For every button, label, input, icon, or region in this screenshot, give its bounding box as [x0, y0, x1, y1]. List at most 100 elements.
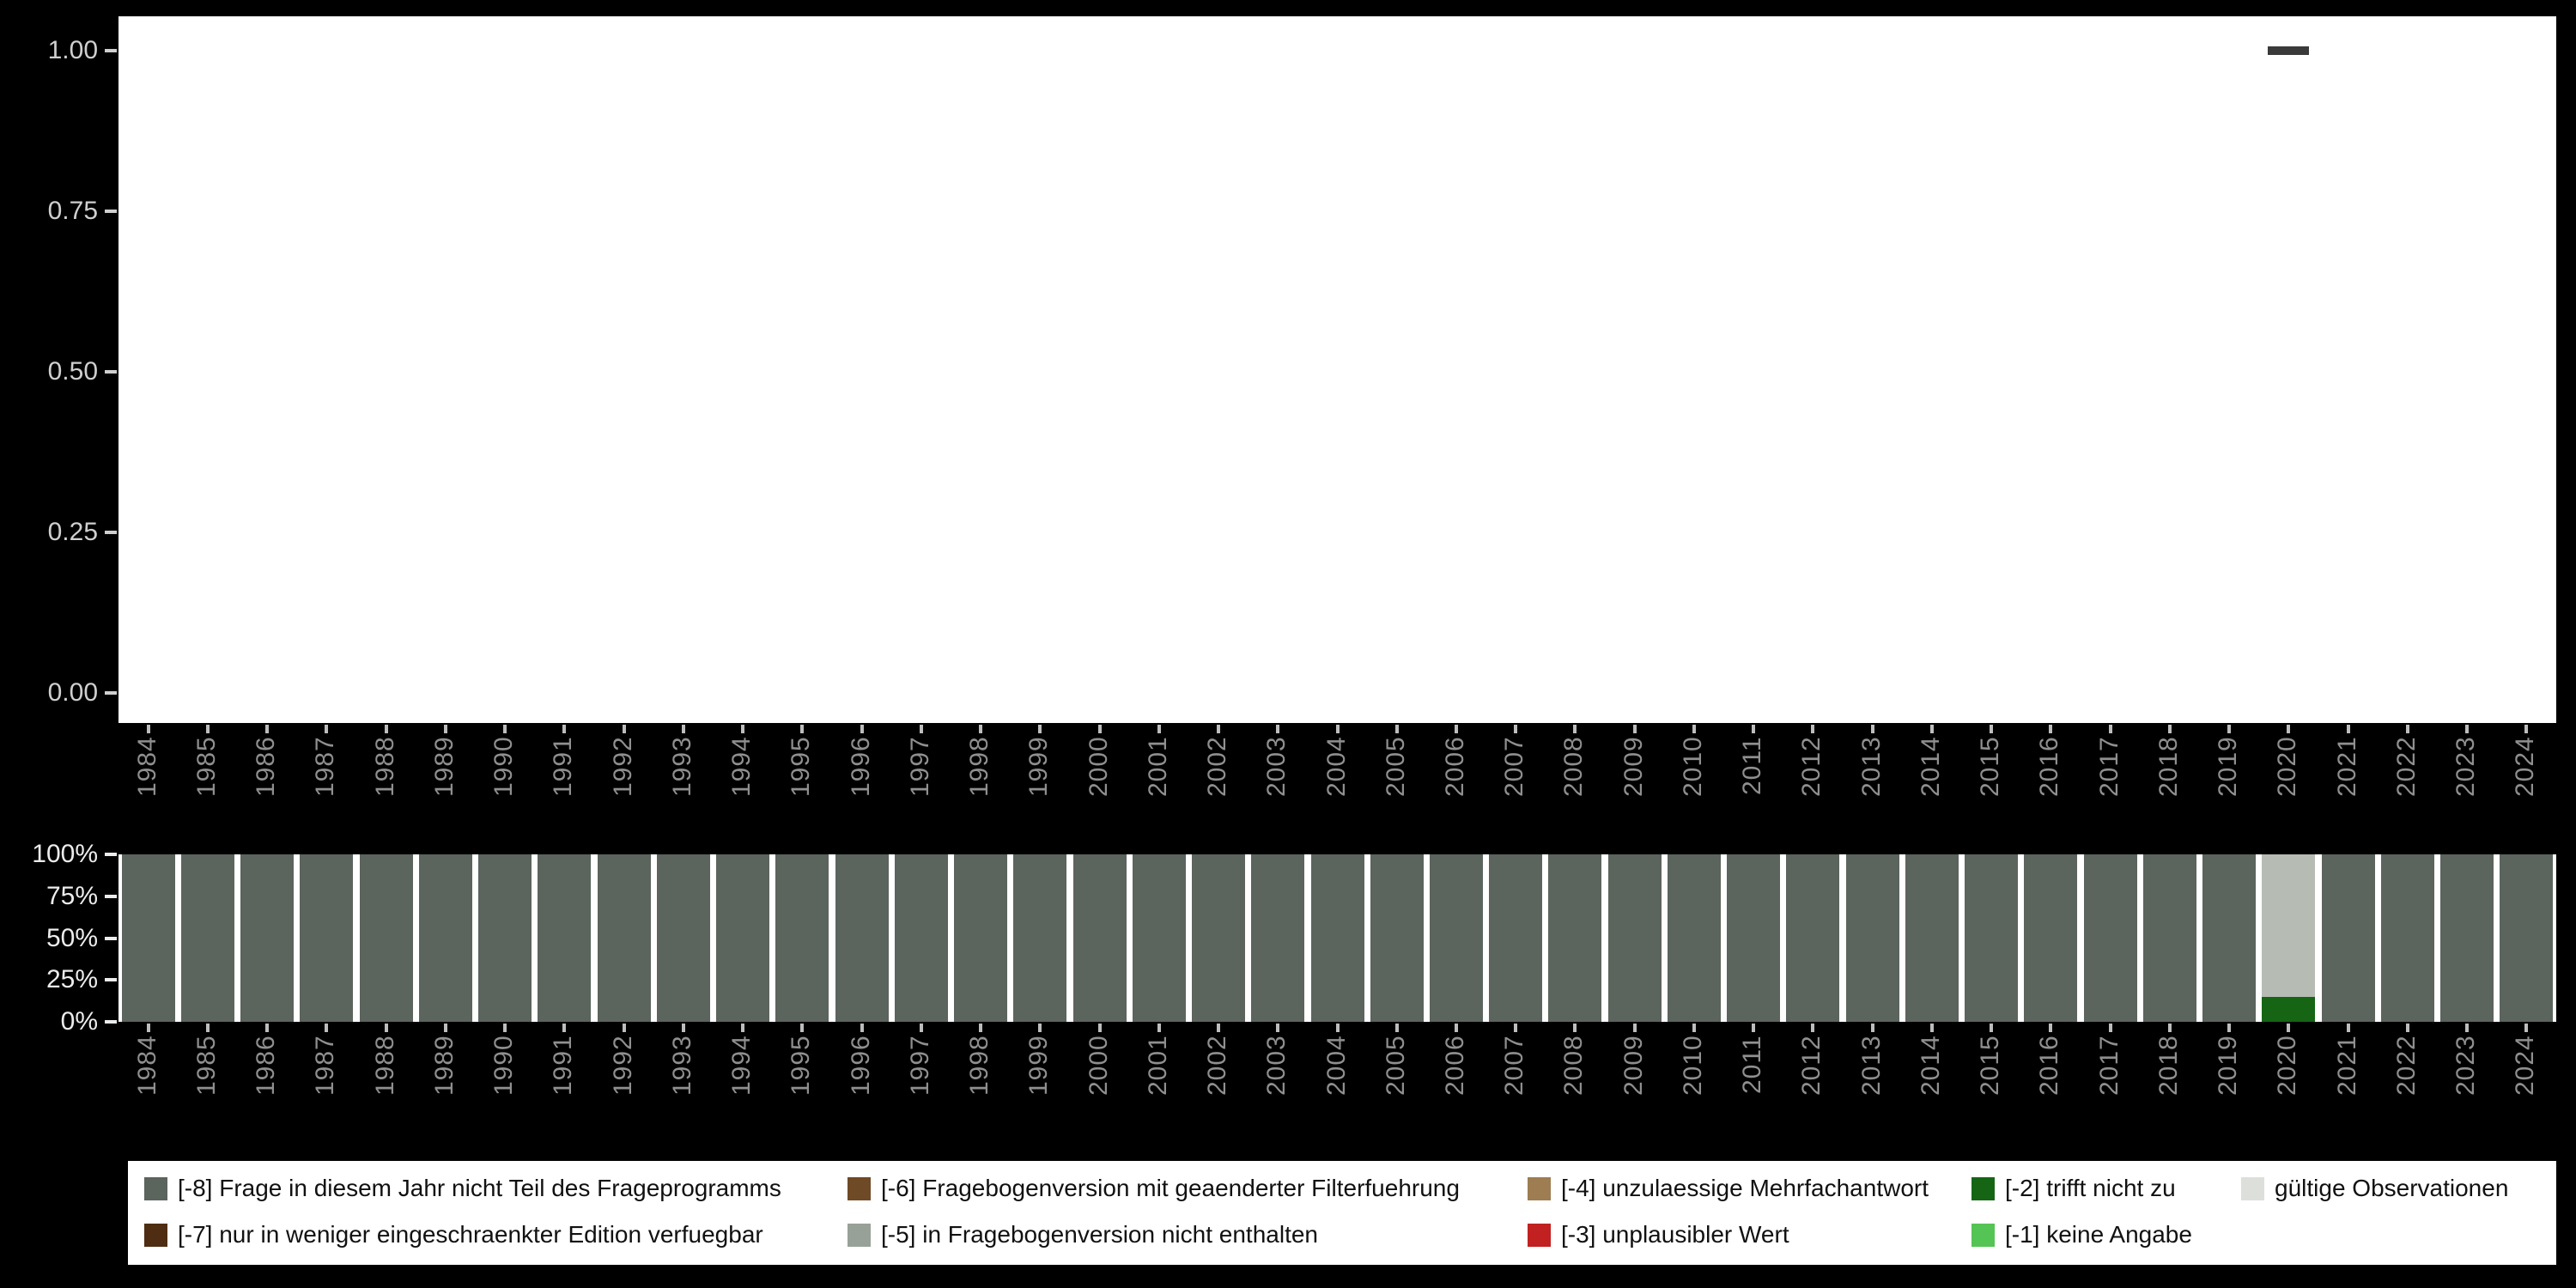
- x-axis-tick: [1632, 1024, 1637, 1032]
- x-axis-tick: [503, 1024, 507, 1032]
- stacked-bar: [775, 854, 829, 1022]
- bottom-y-axis-label: 75%: [46, 881, 98, 910]
- x-axis-year-label: 2022: [2391, 1035, 2421, 1096]
- x-axis-year-label: 1986: [252, 736, 281, 797]
- x-axis-tick: [919, 725, 923, 733]
- x-axis-tick: [2108, 725, 2112, 733]
- x-axis-year-label: 2019: [2214, 1035, 2243, 1096]
- stacked-bar: [2024, 854, 2078, 1022]
- stacked-bar: [2083, 854, 2137, 1022]
- x-axis-year-label: 2023: [2451, 736, 2481, 797]
- x-axis-tick: [2049, 725, 2053, 733]
- stacked-bar: [894, 854, 948, 1022]
- x-axis-tick: [1811, 725, 1815, 733]
- x-axis-year-label: 1985: [191, 736, 221, 797]
- x-axis-year-label: 2020: [2273, 736, 2302, 797]
- x-axis-tick: [443, 1024, 447, 1032]
- bar-segment: [1192, 854, 1245, 1022]
- x-axis-year-label: 2019: [2214, 736, 2243, 797]
- x-axis-tick: [1157, 725, 1161, 733]
- x-axis-tick: [1632, 725, 1637, 733]
- x-axis-tick: [1692, 1024, 1696, 1032]
- bottom-y-axis-label: 50%: [46, 923, 98, 952]
- x-axis-year-label: 2010: [1678, 736, 1707, 797]
- bar-segment: [2380, 854, 2434, 1022]
- bottom-y-axis-tick: [105, 978, 117, 982]
- stacked-bar: [300, 854, 354, 1022]
- stacked-bar: [2321, 854, 2375, 1022]
- x-axis-year-label: 1993: [667, 1035, 696, 1096]
- x-axis-tick: [2465, 1024, 2470, 1032]
- x-axis-year-label: 2017: [2094, 1035, 2123, 1096]
- bar-segment: [1429, 854, 1483, 1022]
- x-axis-tick: [1990, 725, 1994, 733]
- x-axis-year-label: 2016: [2035, 736, 2064, 797]
- stacked-bar: [656, 854, 710, 1022]
- stacked-bar: [2202, 854, 2257, 1022]
- bar-segment: [2202, 854, 2257, 1022]
- x-axis-tick: [1692, 725, 1696, 733]
- bar-segment: [180, 854, 234, 1022]
- bottom-y-axis-tick: [105, 894, 117, 898]
- legend-label: [-2] trifft nicht zu: [2005, 1175, 2176, 1201]
- legend-label: [-4] unzulaessige Mehrfachantwort: [1561, 1175, 1929, 1201]
- x-axis-tick: [1514, 725, 1518, 733]
- x-axis-tick: [2405, 1024, 2409, 1032]
- top-y-axis-tick: [105, 691, 117, 695]
- x-axis-tick: [146, 1024, 150, 1032]
- x-axis-tick: [1038, 725, 1042, 733]
- bottom-y-axis-tick: [105, 936, 117, 940]
- x-axis-tick: [1573, 725, 1577, 733]
- x-axis-tick: [1454, 725, 1458, 733]
- x-axis-year-label: 2002: [1203, 736, 1231, 797]
- stacked-bar: [121, 854, 175, 1022]
- top-y-axis-label: 0.75: [47, 197, 98, 225]
- top-y-axis-tick: [105, 370, 117, 374]
- x-axis-year-label: 2003: [1262, 736, 1291, 797]
- x-axis-year-label: 2014: [1916, 1035, 1945, 1096]
- top-y-axis-label: 0.50: [47, 357, 98, 386]
- stacked-bar: [180, 854, 234, 1022]
- bottom-stacked-bar-panel: [118, 854, 2556, 1022]
- x-axis-year-label: 2021: [2332, 1035, 2361, 1096]
- top-y-axis-tick: [105, 210, 117, 213]
- x-axis-tick: [2049, 1024, 2053, 1032]
- x-axis-year-label: 1996: [846, 1035, 875, 1096]
- top-y-axis-label: 0.00: [47, 678, 98, 707]
- bar-segment: [478, 854, 532, 1022]
- x-axis-tick: [1394, 1024, 1399, 1032]
- x-axis-tick: [205, 1024, 210, 1032]
- x-axis-tick: [2524, 1024, 2529, 1032]
- x-axis-tick: [1514, 1024, 1518, 1032]
- legend-color-swatch: [848, 1223, 871, 1247]
- x-axis-tick: [1276, 1024, 1280, 1032]
- x-axis-tick: [1217, 1024, 1220, 1032]
- x-axis-tick: [800, 725, 805, 733]
- legend-item: [-5] in Fragebogenversion nicht enthalte…: [848, 1218, 1318, 1252]
- x-axis-tick: [325, 725, 329, 733]
- x-axis-year-label: 1998: [965, 1035, 994, 1096]
- x-axis-tick: [919, 1024, 923, 1032]
- x-axis-year-label: 1997: [905, 1035, 934, 1096]
- x-axis-tick: [860, 725, 864, 733]
- bar-segment: [2083, 854, 2137, 1022]
- stacked-bar: [2440, 854, 2494, 1022]
- x-axis-year-label: 2001: [1143, 736, 1172, 797]
- x-axis-year-label: 1998: [965, 736, 994, 797]
- x-axis-year-label: 1984: [132, 1035, 161, 1096]
- x-axis-tick: [1038, 1024, 1042, 1032]
- x-axis-year-label: 2002: [1203, 1035, 1231, 1096]
- x-axis-tick: [1097, 725, 1102, 733]
- x-axis-tick: [1394, 725, 1399, 733]
- stacked-bar: [359, 854, 413, 1022]
- stacked-bar: [716, 854, 770, 1022]
- x-axis-tick: [443, 725, 447, 733]
- stacked-bar: [1727, 854, 1781, 1022]
- x-axis-year-label: 2006: [1440, 736, 1469, 797]
- x-axis-tick: [1217, 725, 1220, 733]
- x-axis-tick: [325, 1024, 329, 1032]
- x-axis-year-label: 2024: [2511, 1035, 2540, 1096]
- x-axis-year-label: 2011: [1738, 1035, 1767, 1094]
- x-axis-year-label: 2024: [2511, 736, 2540, 797]
- bar-segment: [1310, 854, 1364, 1022]
